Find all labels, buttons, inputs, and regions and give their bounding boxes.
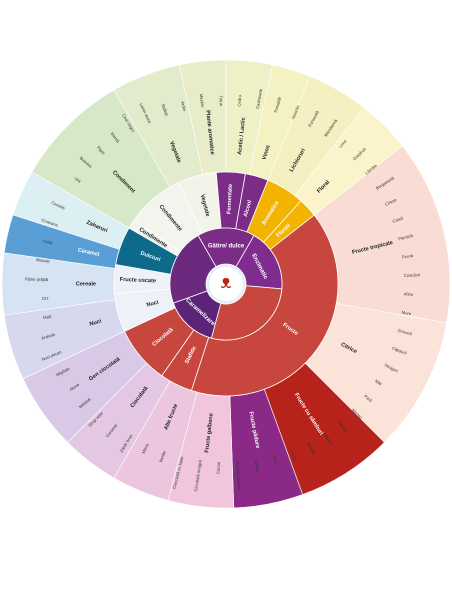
middle-label: Fermentate bbox=[227, 184, 234, 214]
outer-flavor-label: Biscuiți bbox=[36, 257, 50, 264]
outer-flavor-label: Migdale bbox=[55, 366, 71, 378]
outer-flavor-label: Măr bbox=[374, 378, 383, 386]
outer-flavor-label: Afine bbox=[404, 291, 414, 297]
outer-flavor-label: Malț bbox=[43, 314, 53, 321]
outer-flavor-label: Ardei bbox=[180, 101, 187, 112]
outer-flavor-label: Piper bbox=[96, 145, 107, 156]
inner-ring bbox=[169, 227, 283, 341]
middle-label: Alcool bbox=[243, 199, 254, 218]
outer-group-label: Acetic / Lactic bbox=[237, 117, 247, 155]
outer-flavor-label: Ciocolată neagră bbox=[193, 459, 203, 492]
outer-flavor-label: Orz bbox=[42, 295, 49, 301]
outer-flavor-label: Cireșe bbox=[384, 197, 398, 207]
outer-group-label: Vinos bbox=[262, 144, 272, 160]
outer-group-label: Nuci bbox=[89, 318, 103, 327]
outer-group-label: Cereale bbox=[76, 281, 96, 287]
outer-ring bbox=[1, 59, 451, 509]
outer-flavor-label: Banană bbox=[306, 441, 317, 457]
outer-flavor-label: Unt bbox=[74, 176, 83, 184]
outer-flavor-label: Cereale bbox=[51, 200, 67, 211]
outer-flavor-label: Ananas bbox=[322, 431, 334, 446]
middle-label: Vegetale bbox=[199, 194, 211, 217]
outer-flavor-label: Coacăze bbox=[404, 272, 421, 278]
outer-flavor-label: Pară bbox=[363, 394, 374, 404]
outer-flavor-label: Cocos bbox=[289, 449, 298, 462]
outer-flavor-label: Kiwi bbox=[272, 455, 279, 464]
center-circle bbox=[209, 267, 243, 301]
outer-group-label: Plante aromatice bbox=[204, 110, 215, 155]
outer-group-label: Fructe galbene bbox=[204, 413, 214, 453]
outer-flavor-label: Trandafir bbox=[273, 96, 283, 114]
inner-segment bbox=[169, 234, 217, 304]
outer-flavor-label: Prună bbox=[402, 253, 414, 260]
outer-flavor-label: Tutun bbox=[219, 95, 224, 106]
outer-flavor-label: Fructul pasiunii bbox=[235, 461, 242, 489]
center-glyph-icon: ᴥ bbox=[221, 272, 232, 292]
outer-group-label: Caramel bbox=[77, 247, 100, 258]
outer-flavor-label: Vanilie bbox=[158, 450, 167, 464]
inner-segment bbox=[211, 285, 283, 341]
outer-flavor-label: Cacao bbox=[215, 461, 221, 474]
inner-label: Gătire/ dulce bbox=[208, 244, 245, 250]
outer-flavor-label: Struguri bbox=[384, 362, 399, 373]
outer-flavor-label: Ovăz bbox=[43, 238, 54, 245]
outer-flavor-label: Lime bbox=[338, 138, 348, 149]
outer-flavor-label: Iasomie bbox=[290, 104, 300, 120]
center-logo: ᴥ bbox=[209, 267, 243, 301]
outer-flavor-label: Stafide bbox=[160, 103, 169, 118]
outer-flavor-label: Guava bbox=[254, 459, 261, 473]
outer-flavor-label: Mentă bbox=[110, 131, 121, 144]
outer-flavor-label: Arahide bbox=[41, 332, 57, 341]
middle-label: Fructe uscate bbox=[120, 277, 157, 285]
outer-flavor-label: Crutoane bbox=[41, 217, 60, 228]
outer-flavor-label: Castravete bbox=[255, 88, 264, 109]
outer-flavor-label: Zmeură bbox=[397, 328, 413, 337]
outer-flavor-label: Miere bbox=[141, 442, 150, 454]
outer-flavor-label: Mure bbox=[401, 310, 412, 317]
outer-flavor-label: Piersică bbox=[398, 233, 414, 242]
outer-flavor-label: Caisă bbox=[392, 215, 404, 224]
outer-flavor-label: Alune bbox=[68, 382, 80, 393]
outer-flavor-label: Mazăre bbox=[199, 93, 206, 108]
outer-flavor-label: Cedru bbox=[236, 94, 242, 106]
outer-flavor-label: Pâine prăjită bbox=[25, 277, 49, 283]
outer-flavor-label: Căpșuni bbox=[391, 345, 407, 355]
middle-label: Nuci bbox=[146, 300, 160, 309]
